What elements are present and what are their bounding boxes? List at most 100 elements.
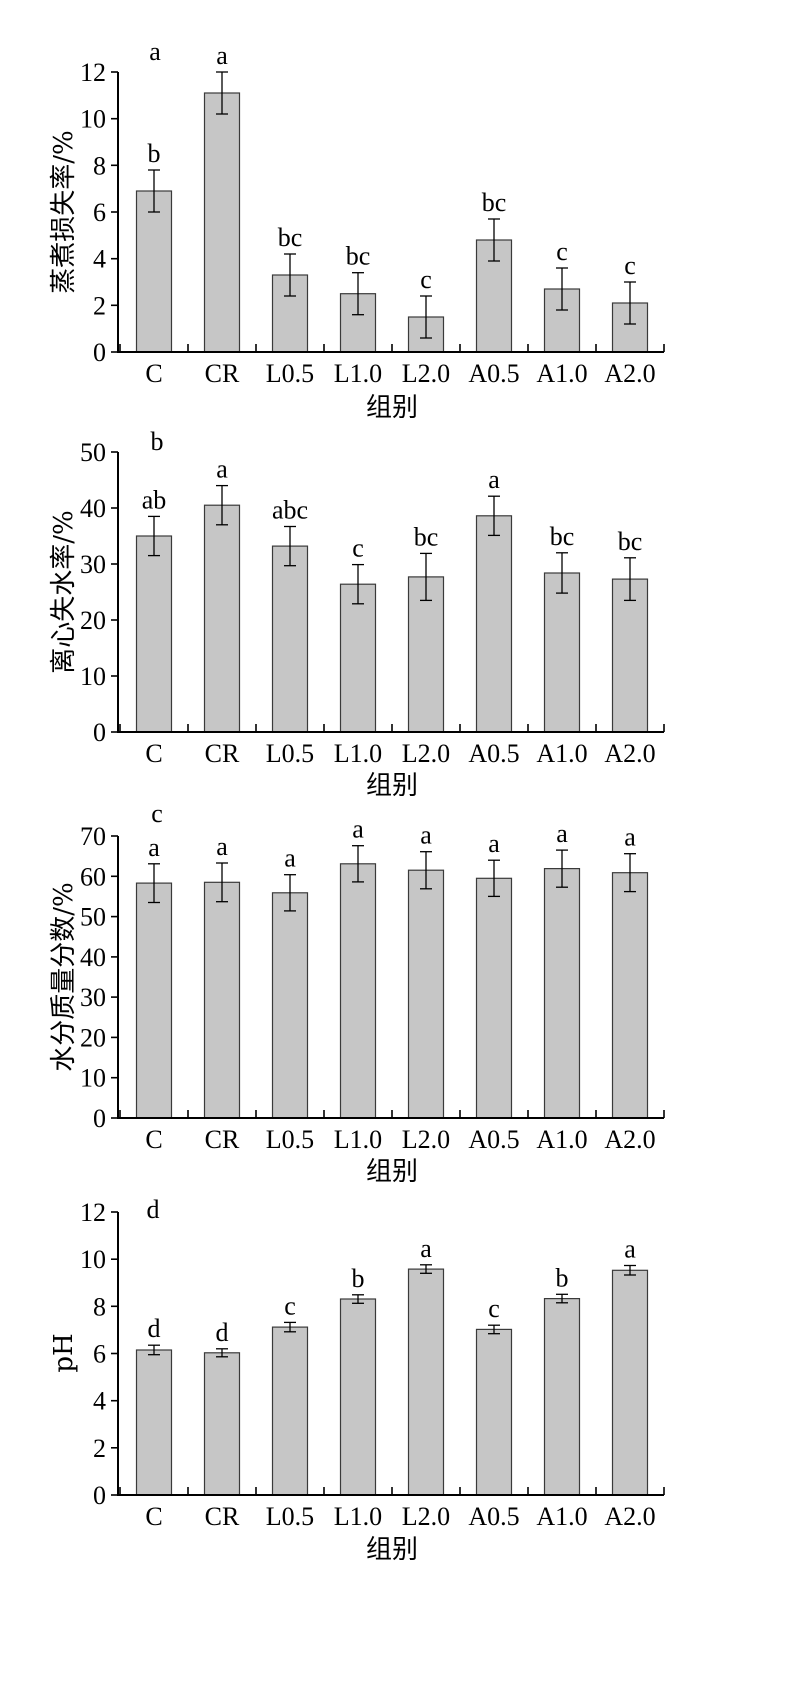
significance-label-L0.5: c <box>284 1291 296 1320</box>
x-tick-label-L2.0: L2.0 <box>402 1502 450 1531</box>
significance-label-C: a <box>148 833 160 862</box>
bar-A2.0 <box>611 1269 649 1496</box>
bar-L2.0 <box>407 869 445 1119</box>
significance-label-CR: a <box>216 832 228 861</box>
x-axis-title: 组别 <box>366 771 418 801</box>
x-tick-label-L1.0: L1.0 <box>334 1502 382 1531</box>
x-tick-label-L0.5: L0.5 <box>266 359 314 388</box>
bar-CR <box>203 504 241 733</box>
y-axis-title: 水分质量分数/% <box>49 882 79 1071</box>
y-tick-label: 30 <box>80 983 106 1012</box>
x-tick-label-A1.0: A1.0 <box>536 1502 587 1531</box>
x-axis-title: 组别 <box>366 1535 418 1565</box>
y-tick-label: 50 <box>80 903 106 932</box>
x-tick-label-L2.0: L2.0 <box>402 359 450 388</box>
x-tick-label-CR: CR <box>205 1502 240 1531</box>
panel-label: b <box>151 427 164 456</box>
bar-A2.0 <box>611 578 649 733</box>
x-tick-label-A1.0: A1.0 <box>536 1125 587 1154</box>
x-tick-label-L2.0: L2.0 <box>402 739 450 768</box>
y-tick-label: 0 <box>93 1104 106 1133</box>
significance-label-A1.0: b <box>556 1263 569 1292</box>
bar-A0.5 <box>475 1328 513 1496</box>
significance-label-A0.5: a <box>488 829 500 858</box>
y-tick-label: 70 <box>80 822 106 851</box>
panel-label: d <box>147 1195 160 1224</box>
x-tick-label-A2.0: A2.0 <box>604 1502 655 1531</box>
bar-C <box>135 1349 173 1496</box>
y-tick-label: 10 <box>80 662 106 691</box>
significance-label-C: d <box>148 1314 161 1343</box>
x-tick-label-L1.0: L1.0 <box>334 1125 382 1154</box>
x-axis-title: 组别 <box>366 1157 418 1187</box>
y-tick-label: 40 <box>80 943 106 972</box>
y-axis-title: 蒸煮损失率/% <box>49 130 79 293</box>
significance-label-L2.0: a <box>420 821 432 850</box>
bar-C <box>135 190 173 353</box>
x-tick-label-CR: CR <box>205 359 240 388</box>
significance-label-L2.0: c <box>420 265 432 294</box>
significance-label-L0.5: a <box>284 844 296 873</box>
significance-label-CR: a <box>216 41 228 70</box>
bar-L1.0 <box>339 863 377 1119</box>
significance-label-A1.0: bc <box>550 522 575 551</box>
y-tick-label: 50 <box>80 438 106 467</box>
x-tick-label-C: C <box>145 1125 162 1154</box>
significance-label-A2.0: a <box>624 823 636 852</box>
significance-label-L1.0: a <box>352 815 364 844</box>
x-tick-label-L1.0: L1.0 <box>334 359 382 388</box>
panel-label: a <box>149 37 161 66</box>
x-tick-label-A1.0: A1.0 <box>536 739 587 768</box>
x-tick-label-CR: CR <box>205 739 240 768</box>
significance-label-L0.5: bc <box>278 223 303 252</box>
bar-CR <box>203 881 241 1119</box>
significance-label-CR: a <box>216 455 228 484</box>
y-tick-label: 30 <box>80 550 106 579</box>
y-tick-label: 40 <box>80 494 106 523</box>
y-tick-label: 4 <box>93 245 106 274</box>
chart-panel-a: b a bc bc c bc c c 0 2 4 6 8 10 12 C CR L0.5 L1.0 L2.0 A0.5 A… <box>49 37 665 423</box>
chart-panel-c: a a a a a a a a 0 10 20 30 40 50 60 70 C CR L0.5 L1.0 L2.0 A0… <box>49 799 665 1187</box>
x-tick-label-A2.0: A2.0 <box>604 1125 655 1154</box>
y-tick-label: 60 <box>80 862 106 891</box>
y-axis-title: pH <box>49 1333 79 1372</box>
y-tick-label: 4 <box>93 1387 106 1416</box>
x-tick-label-C: C <box>145 1502 162 1531</box>
x-tick-label-L0.5: L0.5 <box>266 1502 314 1531</box>
bar-CR <box>203 92 241 353</box>
y-tick-label: 10 <box>80 105 106 134</box>
significance-label-A0.5: c <box>488 1294 500 1323</box>
significance-label-L1.0: bc <box>346 242 371 271</box>
y-tick-label: 6 <box>93 1340 106 1369</box>
panel-label: c <box>151 799 163 828</box>
x-tick-label-L2.0: L2.0 <box>402 1125 450 1154</box>
x-axis-title: 组别 <box>366 393 418 423</box>
y-tick-label: 6 <box>93 198 106 227</box>
bar-C <box>135 882 173 1119</box>
x-tick-label-C: C <box>145 359 162 388</box>
y-tick-label: 10 <box>80 1245 106 1274</box>
significance-label-C: b <box>148 139 161 168</box>
y-tick-label: 2 <box>93 1434 106 1463</box>
x-tick-label-L0.5: L0.5 <box>266 1125 314 1154</box>
x-tick-label-L0.5: L0.5 <box>266 739 314 768</box>
y-tick-label: 8 <box>93 151 106 180</box>
y-tick-label: 20 <box>80 606 106 635</box>
x-tick-label-A2.0: A2.0 <box>604 359 655 388</box>
significance-label-L0.5: abc <box>272 496 308 525</box>
x-tick-label-A1.0: A1.0 <box>536 359 587 388</box>
significance-label-A2.0: bc <box>618 527 643 556</box>
bar-A0.5 <box>475 515 513 733</box>
y-tick-label: 2 <box>93 291 106 320</box>
x-tick-label-A2.0: A2.0 <box>604 739 655 768</box>
x-tick-label-A0.5: A0.5 <box>468 1125 519 1154</box>
significance-label-CR: d <box>216 1318 229 1347</box>
bar-L1.0 <box>339 1298 377 1496</box>
significance-label-A0.5: bc <box>482 188 507 217</box>
x-tick-label-A0.5: A0.5 <box>468 359 519 388</box>
y-tick-label: 0 <box>93 338 106 367</box>
bar-A0.5 <box>475 877 513 1119</box>
